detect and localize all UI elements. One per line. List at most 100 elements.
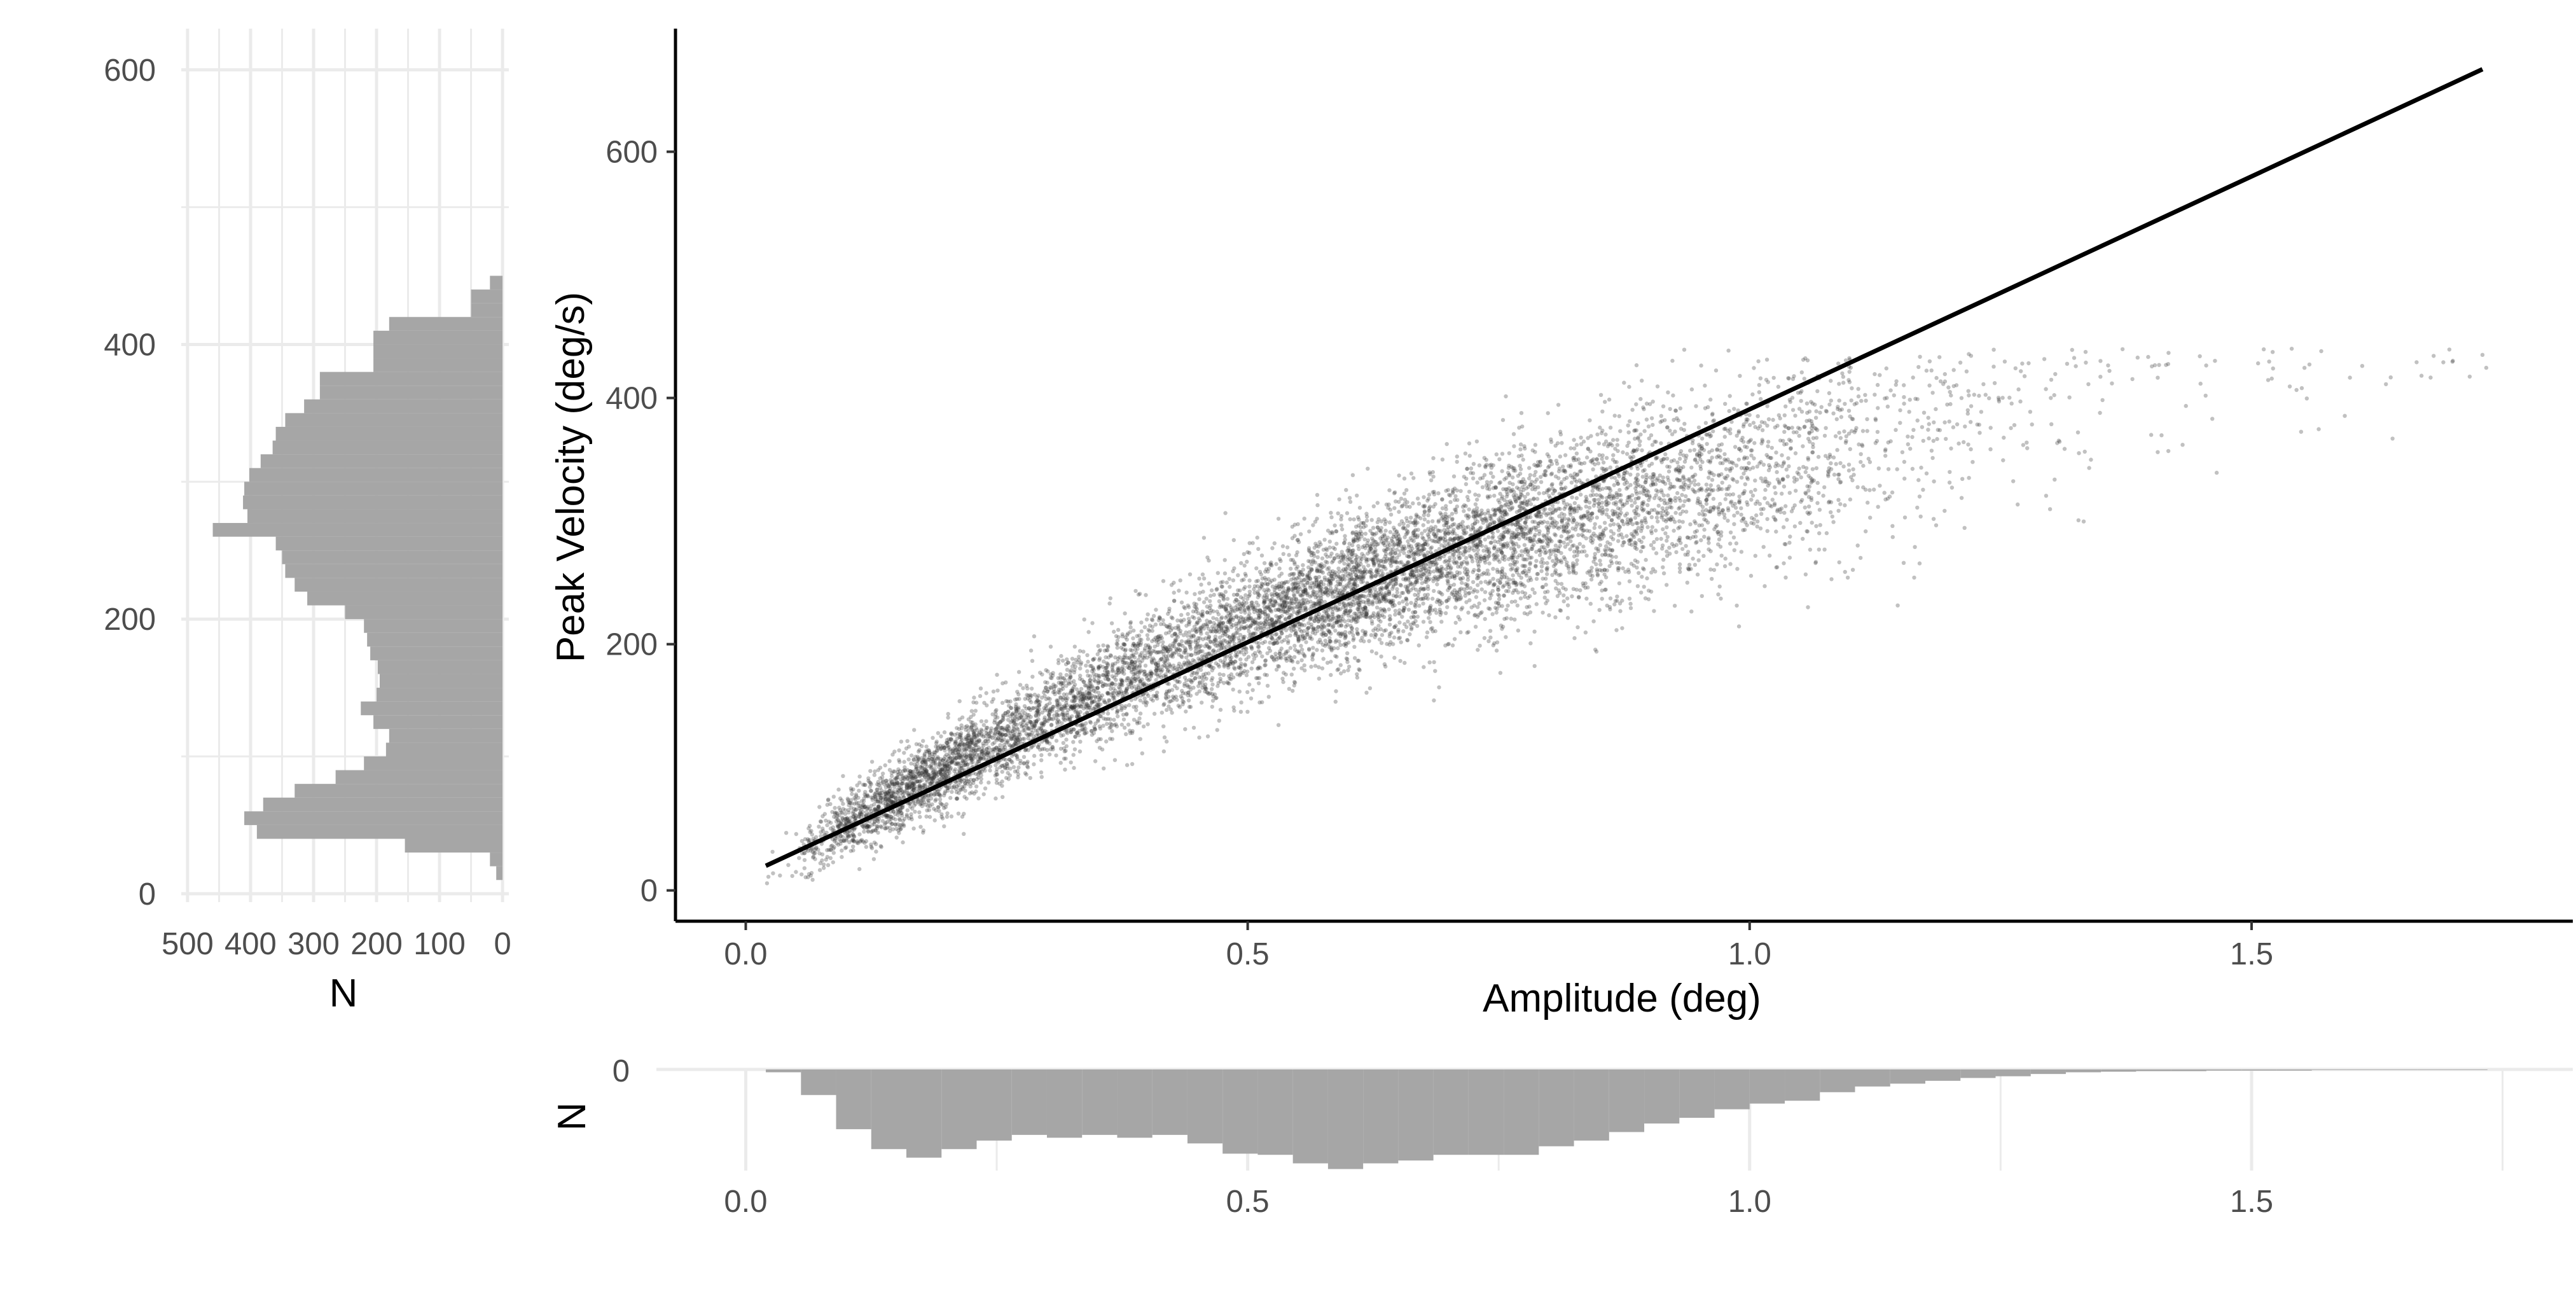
scatter-point bbox=[1631, 454, 1636, 459]
scatter-point bbox=[1766, 484, 1770, 488]
scatter-point bbox=[1442, 528, 1446, 532]
scatter-point bbox=[1500, 508, 1504, 513]
scatter-point bbox=[1666, 493, 1670, 497]
scatter-point bbox=[1000, 779, 1004, 784]
scatter-point bbox=[784, 831, 789, 835]
scatter-point bbox=[1774, 450, 1778, 455]
scatter-point bbox=[1622, 380, 1626, 385]
scatter-point bbox=[1063, 756, 1068, 761]
scatter-point bbox=[1518, 467, 1523, 471]
scatter-point bbox=[1159, 669, 1164, 674]
scatter-point bbox=[979, 719, 984, 723]
scatter-point bbox=[1219, 627, 1224, 631]
scatter-point bbox=[1528, 530, 1533, 535]
scatter-point bbox=[1387, 643, 1392, 647]
scatter-point bbox=[1081, 650, 1086, 654]
scatter-point bbox=[1388, 530, 1393, 534]
scatter-point bbox=[1546, 589, 1550, 594]
scatter-point bbox=[1717, 487, 1722, 491]
scatter-point bbox=[1528, 610, 1533, 615]
scatter-point bbox=[1086, 684, 1091, 689]
scatter-point bbox=[1859, 460, 1863, 464]
histogram-bar bbox=[294, 784, 503, 798]
scatter-point bbox=[1426, 513, 1430, 517]
scatter-point bbox=[1362, 537, 1367, 541]
scatter-point bbox=[1526, 552, 1530, 557]
scatter-point bbox=[1462, 566, 1467, 571]
scatter-point bbox=[1074, 709, 1079, 713]
scatter-point bbox=[1320, 643, 1326, 647]
scatter-point bbox=[1222, 558, 1227, 562]
scatter-point bbox=[1068, 716, 1072, 721]
scatter-point bbox=[912, 728, 917, 732]
scatter-point bbox=[1111, 669, 1115, 674]
scatter-point bbox=[892, 781, 897, 786]
scatter-point bbox=[1201, 623, 1206, 627]
scatter-point bbox=[1076, 711, 1080, 715]
scatter-point bbox=[1062, 749, 1067, 754]
scatter-point bbox=[1396, 534, 1401, 538]
scatter-point bbox=[1037, 711, 1041, 716]
scatter-point bbox=[1303, 578, 1307, 582]
scatter-point bbox=[1574, 451, 1579, 456]
scatter-point bbox=[1620, 626, 1624, 630]
scatter-point bbox=[1575, 625, 1580, 630]
scatter-point bbox=[1060, 712, 1064, 717]
scatter-point bbox=[1595, 432, 1600, 437]
scatter-point bbox=[1446, 581, 1450, 586]
scatter-point bbox=[921, 830, 925, 835]
scatter-point bbox=[851, 844, 855, 849]
scatter-point bbox=[1108, 596, 1113, 601]
scatter-point bbox=[1392, 635, 1397, 640]
scatter-point bbox=[921, 828, 926, 833]
scatter-point bbox=[1902, 515, 1908, 520]
scatter-point bbox=[1453, 510, 1458, 515]
scatter-point bbox=[1156, 660, 1160, 665]
scatter-point bbox=[1815, 480, 1820, 485]
scatter-point bbox=[1765, 517, 1769, 522]
scatter-point bbox=[962, 812, 966, 816]
y-tick-label: 400 bbox=[104, 328, 156, 362]
scatter-point bbox=[1313, 560, 1318, 565]
scatter-point bbox=[911, 757, 916, 762]
scatter-point bbox=[1114, 634, 1119, 639]
scatter-point bbox=[1447, 563, 1451, 567]
scatter-point bbox=[1476, 605, 1480, 609]
scatter-point bbox=[876, 804, 881, 809]
scatter-point bbox=[1214, 616, 1219, 622]
scatter-point bbox=[2270, 350, 2275, 354]
scatter-point bbox=[1719, 533, 1724, 538]
scatter-point bbox=[1992, 381, 1997, 386]
scatter-point bbox=[1303, 589, 1307, 594]
scatter-point bbox=[817, 868, 822, 872]
scatter-point bbox=[1436, 491, 1441, 496]
scatter-point bbox=[1077, 749, 1083, 754]
scatter-point bbox=[1571, 587, 1576, 591]
scatter-point bbox=[1774, 529, 1778, 534]
scatter-point bbox=[1600, 409, 1605, 414]
scatter-point bbox=[1596, 546, 1600, 551]
scatter-point bbox=[997, 748, 1002, 752]
scatter-point bbox=[1677, 566, 1682, 571]
scatter-point bbox=[1590, 511, 1595, 516]
scatter-point bbox=[1371, 525, 1376, 530]
scatter-point bbox=[1102, 766, 1106, 771]
scatter-point bbox=[1315, 648, 1319, 652]
scatter-point bbox=[1579, 515, 1583, 520]
scatter-point bbox=[1070, 657, 1075, 661]
scatter-point bbox=[2028, 410, 2033, 414]
scatter-point bbox=[1369, 649, 1375, 654]
scatter-point bbox=[904, 746, 909, 751]
scatter-point bbox=[1247, 592, 1252, 597]
scatter-point bbox=[1931, 438, 1935, 443]
scatter-point bbox=[1416, 533, 1420, 538]
scatter-point bbox=[1412, 555, 1416, 560]
scatter-point bbox=[1803, 356, 1808, 361]
histogram-bar bbox=[378, 660, 503, 674]
scatter-point bbox=[1814, 524, 1818, 529]
scatter-point bbox=[1467, 489, 1472, 494]
scatter-point bbox=[1859, 555, 1863, 560]
histogram-bar bbox=[373, 358, 503, 372]
scatter-point bbox=[1739, 550, 1744, 554]
scatter-point bbox=[1452, 637, 1457, 641]
